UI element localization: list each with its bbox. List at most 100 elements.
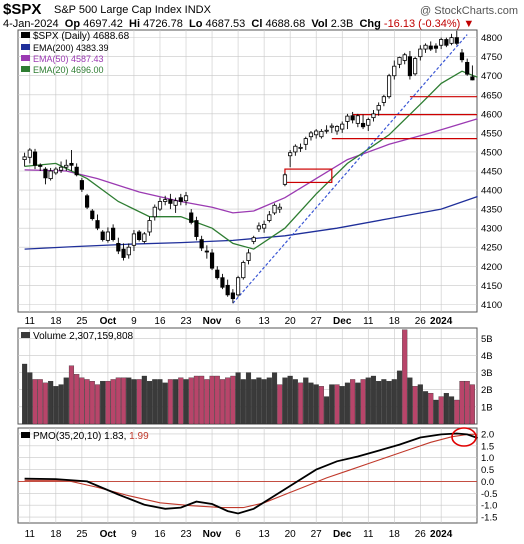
volume-bar: [339, 386, 345, 425]
volume-bar: [370, 375, 377, 425]
volume-bar: [386, 380, 392, 425]
candle-body: [183, 195, 189, 202]
legend-swatch-ema20: [21, 66, 30, 72]
price-legend: $SPX (Daily) 4688.68 EMA(200) 4383.39 EM…: [21, 31, 130, 75]
price-tick-label: 4600: [481, 109, 502, 120]
volume-bar: [42, 382, 48, 425]
candle-body: [366, 119, 371, 126]
pmo-y-ticks: 2.01.51.00.50.0-0.5-1.0-1.5: [481, 429, 497, 523]
volume-bar: [199, 375, 205, 425]
date-tick-label: Dec: [333, 316, 352, 327]
volume-bar: [287, 375, 293, 425]
date-tick-label: 2024: [430, 316, 453, 327]
volume-bar: [251, 379, 257, 425]
candle-body: [334, 126, 340, 132]
volume-bar: [443, 392, 449, 425]
candle-body: [168, 199, 173, 204]
date-tick-label: 11: [25, 529, 36, 540]
price-tick-label: 4200: [481, 262, 502, 273]
candle-body: [324, 129, 329, 132]
candle-body: [189, 212, 194, 223]
price-tick-label: 4750: [481, 52, 502, 63]
candle-body: [38, 164, 43, 167]
candle-body: [433, 45, 439, 49]
candle-body: [225, 284, 230, 296]
candle-body: [381, 96, 386, 103]
volume-bar: [100, 380, 106, 425]
candle-body: [371, 113, 376, 119]
volume-bar: [141, 375, 147, 425]
volume-bar: [89, 380, 95, 425]
candle-body: [27, 149, 32, 158]
candle-body: [157, 201, 163, 210]
date-tick-label: Nov: [203, 529, 222, 540]
volume-bar: [266, 377, 272, 425]
price-grid: [18, 30, 477, 312]
candle-body: [303, 138, 308, 145]
candle-body: [64, 164, 69, 168]
volume-bar: [167, 379, 173, 425]
date-tick-label: 18: [389, 529, 401, 540]
candle-body: [147, 220, 152, 233]
candle-body: [267, 214, 272, 221]
volume-bar: [449, 396, 455, 425]
volume-bar: [173, 379, 179, 425]
candle-body: [465, 61, 470, 75]
volume-bar: [355, 382, 361, 425]
volume-bar: [193, 375, 199, 425]
date-tick-label: Oct: [100, 316, 117, 327]
date-tick-label: 16: [154, 529, 166, 540]
candle-body: [43, 168, 48, 179]
low-value: 4687.53: [205, 18, 246, 30]
volume-bar: [209, 375, 215, 425]
candle-body: [230, 292, 235, 300]
volume-bar: [422, 391, 429, 425]
date-tick-label: 26: [415, 529, 427, 540]
date-tick-label: 9: [131, 529, 137, 540]
candle-body: [407, 56, 413, 77]
candle-body: [345, 115, 350, 122]
candle-body: [262, 223, 267, 229]
candle-body: [277, 206, 282, 210]
volume-bar: [308, 382, 314, 425]
pmo-tick-label: 1.0: [481, 453, 494, 464]
volume-bar: [79, 377, 85, 425]
volume-bar: [188, 377, 194, 425]
candle-body: [142, 233, 147, 242]
candle-body: [84, 195, 90, 208]
volume-label: Vol: [311, 18, 328, 30]
volume-bar: [360, 379, 366, 425]
date-tick-label: 6: [235, 529, 241, 540]
volume-bar: [178, 377, 184, 425]
candle-body: [58, 166, 64, 171]
price-tick-label: 4650: [481, 90, 502, 101]
volume-bar: [402, 329, 408, 425]
trendline: [232, 34, 468, 304]
volume-bar: [271, 372, 278, 425]
date-tick-label: Nov: [203, 316, 222, 327]
candle-body: [48, 170, 53, 180]
date-tick-label: 11: [363, 529, 374, 540]
volume-bar: [365, 377, 371, 425]
volume-bar: [376, 380, 382, 425]
date-tick-label: 20: [285, 316, 297, 327]
candle-body: [282, 174, 288, 185]
volume-bar: [22, 363, 28, 425]
volume-tick-label: 4B: [481, 351, 493, 362]
date-tick-label: 27: [311, 316, 323, 327]
volume-bar: [204, 379, 210, 425]
date-tick-label: 27: [311, 529, 323, 540]
date-tick-label: Oct: [100, 529, 117, 540]
candle-body: [163, 199, 168, 202]
price-tick-label: 4500: [481, 147, 502, 158]
volume-bar: [126, 377, 132, 425]
volume-bar: [454, 399, 460, 425]
volume-bar: [412, 386, 418, 425]
date-tick-label: 25: [76, 316, 88, 327]
candle-body: [74, 166, 79, 176]
candle-body: [423, 44, 428, 50]
date-tick-label: 16: [154, 316, 166, 327]
candle-body: [90, 210, 95, 220]
date-tick-label: 18: [389, 316, 401, 327]
